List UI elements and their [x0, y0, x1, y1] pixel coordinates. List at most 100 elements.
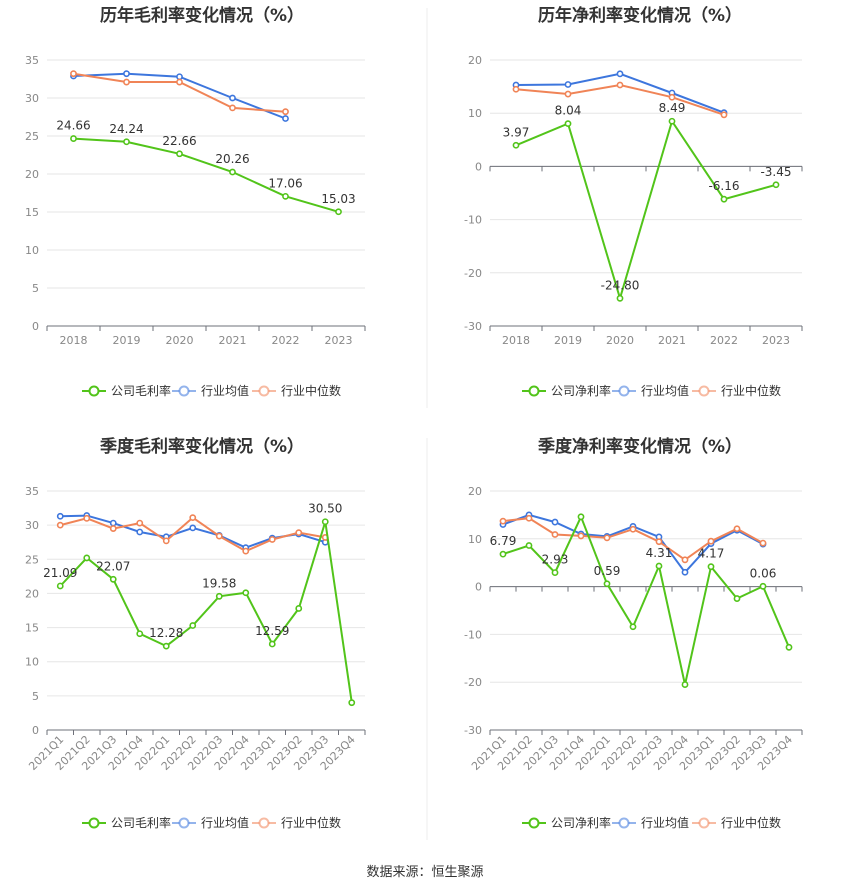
legend-label: 公司毛利率: [111, 815, 171, 830]
data-point-median: [123, 78, 130, 86]
legend-label: 公司净利率: [551, 383, 611, 398]
chart-title: 季度净利率变化情况（%）: [538, 436, 742, 457]
legend-marker-circle: [258, 385, 270, 397]
legend-marker-circle: [698, 817, 710, 829]
y-tick-label: 0: [32, 724, 39, 737]
data-label: 24.24: [109, 122, 143, 136]
data-label: 6.79: [490, 534, 517, 548]
data-point-median: [551, 531, 559, 538]
data-point-median: [109, 525, 117, 532]
data-point-median: [655, 538, 663, 546]
data-point-median: [525, 514, 533, 522]
legend-label: 行业中位数: [281, 383, 341, 398]
data-point-company: [785, 643, 793, 651]
data-point-median: [229, 104, 236, 112]
series-line-median: [60, 516, 326, 553]
data-point-company: [348, 699, 356, 707]
legend-label: 公司毛利率: [111, 383, 171, 398]
data-label: 8.04: [555, 104, 582, 118]
y-tick-label: 10: [468, 107, 482, 120]
legend-label: 行业均值: [641, 383, 689, 398]
data-point-company: [681, 681, 689, 688]
data-point-median: [759, 539, 767, 547]
data-point-median: [707, 537, 715, 545]
data-point-company: [616, 294, 624, 302]
data-point-company: [551, 569, 559, 576]
data-point-median: [720, 111, 728, 119]
data-point-median: [512, 85, 520, 93]
data-label: 2.93: [542, 553, 569, 567]
data-point-company: [229, 168, 236, 176]
data-point-company: [720, 195, 728, 203]
data-point-median: [668, 93, 676, 101]
data-point-avg: [681, 568, 689, 576]
data-point-avg: [56, 512, 64, 520]
data-point-company: [268, 640, 276, 648]
data-label: 21.09: [43, 566, 77, 580]
y-tick-label: -30: [464, 724, 482, 737]
y-tick-label: 25: [25, 553, 39, 566]
data-point-median: [162, 537, 170, 545]
data-label: 0.59: [594, 564, 621, 578]
data-label: 8.49: [659, 101, 686, 115]
y-tick-label: 15: [25, 206, 39, 219]
x-tick-label: 2018: [60, 334, 88, 347]
data-point-median: [136, 519, 144, 527]
y-tick-label: 0: [475, 581, 482, 594]
legend-marker-circle: [698, 385, 710, 397]
data-point-avg: [229, 94, 236, 102]
data-point-company: [629, 623, 637, 631]
data-point-company: [176, 150, 183, 158]
data-point-median: [616, 81, 624, 89]
y-tick-label: 30: [25, 92, 39, 105]
legend-label: 行业中位数: [721, 815, 781, 830]
data-label: 20.26: [215, 152, 249, 166]
data-point-company: [733, 595, 741, 602]
x-tick-label: 2020: [166, 334, 194, 347]
data-point-median: [564, 90, 572, 98]
data-point-company: [109, 575, 117, 583]
data-point-company: [215, 592, 223, 600]
x-tick-label: 2018: [502, 334, 530, 347]
chart-title: 季度毛利率变化情况（%）: [100, 436, 304, 457]
y-tick-label: 10: [468, 533, 482, 546]
data-label: 15.03: [321, 192, 355, 206]
y-tick-label: 0: [475, 160, 482, 173]
y-tick-label: 15: [25, 622, 39, 635]
data-label: 4.17: [698, 547, 725, 561]
data-label: 19.58: [202, 576, 236, 590]
y-tick-label: 20: [25, 587, 39, 600]
legend-label: 公司净利率: [551, 815, 611, 830]
y-tick-label: -10: [464, 628, 482, 641]
y-tick-label: 10: [25, 656, 39, 669]
legend-marker-circle: [178, 817, 190, 829]
chart-quarterly-net-margin: 季度净利率变化情况（%）-30-20-10010202021Q12021Q220…: [464, 436, 803, 830]
data-point-median: [70, 70, 77, 78]
y-tick-label: 35: [25, 485, 39, 498]
y-tick-label: 5: [32, 690, 39, 703]
data-point-company: [321, 518, 329, 526]
data-point-company: [56, 582, 64, 590]
data-point-company: [295, 605, 303, 612]
data-point-median: [215, 532, 223, 540]
chart-annual-gross-margin: 历年毛利率变化情况（%） 0 5 10 15 20 25 30 35 2018 2019 2020 20…: [25, 5, 366, 398]
data-label: -6.16: [708, 179, 739, 193]
data-point-median: [176, 78, 183, 86]
legend-label: 行业中位数: [721, 383, 781, 398]
data-point-avg: [282, 115, 289, 122]
series-line-company: [73, 137, 339, 213]
data-point-median: [268, 536, 276, 543]
data-point-company: [655, 562, 663, 570]
y-tick-label: 35: [25, 54, 39, 67]
data-point-avg: [123, 70, 130, 78]
data-point-company: [603, 580, 611, 588]
data-point-company: [335, 208, 342, 216]
data-point-company: [123, 138, 130, 146]
data-point-avg: [564, 81, 572, 88]
legend-marker-circle: [618, 817, 630, 829]
data-label: 24.66: [56, 119, 90, 133]
data-point-company: [759, 582, 767, 590]
legend-marker-circle: [88, 385, 100, 397]
data-point-avg: [189, 524, 197, 532]
